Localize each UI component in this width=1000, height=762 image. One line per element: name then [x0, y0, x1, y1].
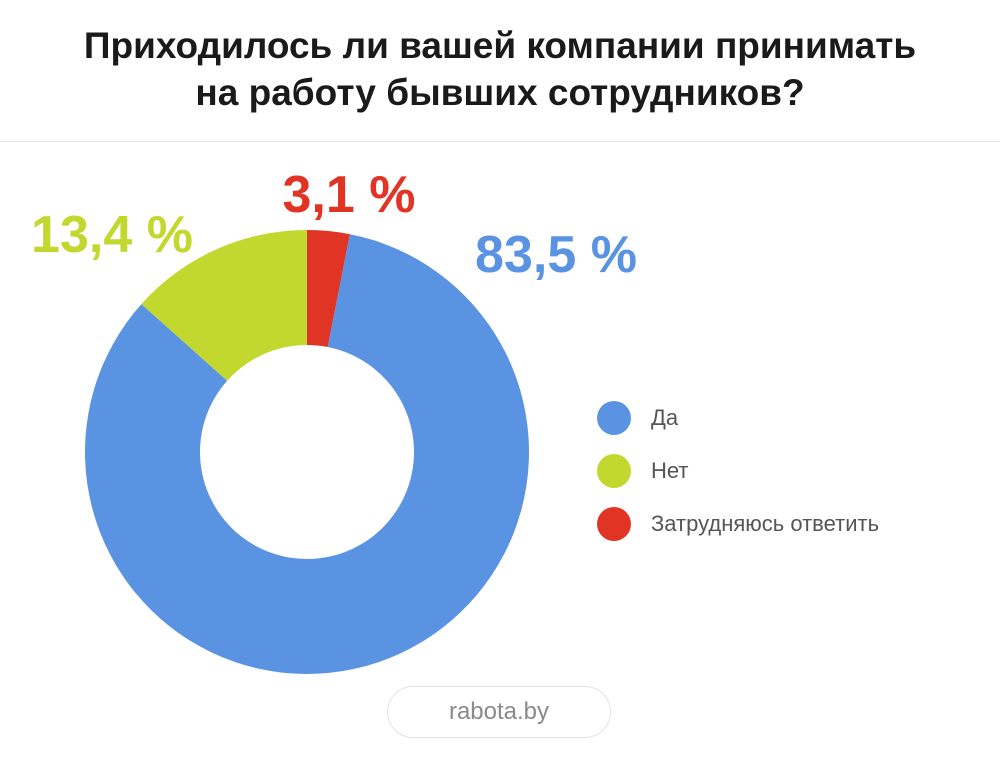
source-badge[interactable]: rabota.by	[387, 686, 611, 738]
legend-item-yes: Да	[597, 398, 879, 438]
title-divider	[0, 141, 1000, 142]
donut-slice-undecided	[307, 230, 350, 348]
chart-title: Приходилось ли вашей компании принимать …	[0, 22, 1000, 116]
legend-label-no: Нет	[651, 458, 689, 483]
donut-slice-yes	[84, 234, 530, 674]
title-line-1: Приходилось ли вашей компании принимать	[83, 25, 917, 66]
legend: Да Нет Затрудняюсь ответить	[597, 398, 879, 557]
title-line-2: на работу бывших сотрудников?	[195, 72, 805, 113]
legend-swatch-undecided	[597, 507, 631, 541]
donut-slice-no	[141, 230, 307, 381]
value-label-yes: 83,5 %	[475, 226, 637, 284]
legend-item-no: Нет	[597, 451, 879, 491]
legend-label-undecided: Затрудняюсь ответить	[651, 511, 880, 536]
legend-item-undecided: Затрудняюсь ответить	[597, 504, 879, 544]
value-label-no: 13,4 %	[31, 206, 193, 264]
value-label-undecided: 3,1 %	[283, 166, 416, 224]
legend-label-yes: Да	[651, 405, 679, 430]
legend-swatch-no	[597, 454, 631, 488]
legend-swatch-yes	[597, 401, 631, 435]
